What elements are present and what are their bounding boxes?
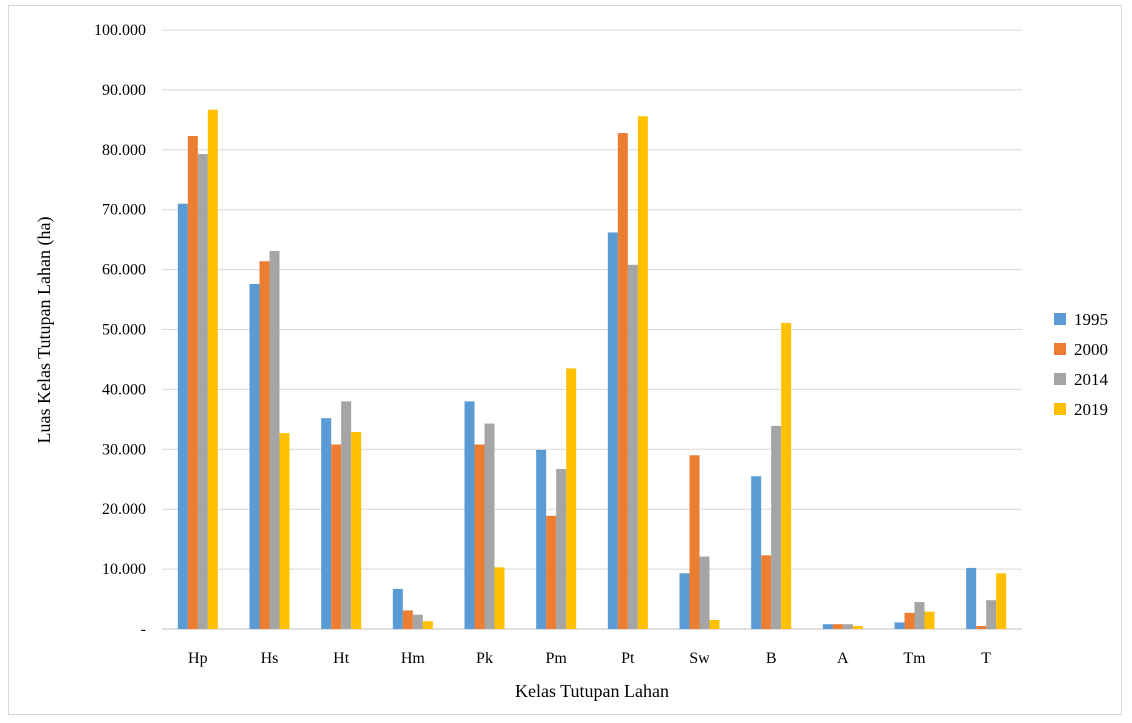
y-axis-title: Luas Kelas Tutupan Lahan (ha) [34, 217, 55, 444]
x-tick-label: Sw [689, 650, 710, 667]
bar-Hm-1995 [392, 588, 403, 629]
bar-Hs-2019 [279, 433, 290, 629]
bar-Pk-1995 [464, 401, 475, 629]
y-tick-label: 10.000 [102, 561, 146, 578]
x-tick-label: Pm [545, 650, 567, 667]
bar-A-1995 [822, 624, 833, 629]
bar-T-1995 [966, 567, 977, 629]
y-tick-label: 70.000 [102, 202, 146, 219]
bar-B-2014 [771, 425, 782, 629]
x-tick-label: Hs [261, 650, 279, 667]
bar-Tm-2000 [904, 612, 915, 629]
bar-Hp-2019 [207, 109, 218, 630]
x-tick-label: Ht [333, 650, 350, 667]
y-tick-label: - [141, 621, 146, 638]
x-axis-title: Kelas Tutupan Lahan [515, 681, 669, 701]
y-tick-label: 30.000 [102, 441, 146, 458]
y-tick-label: 60.000 [102, 262, 146, 279]
label-layer: - 10.000 20.000 30.000 40.000 50.000 60.000 70.… [94, 22, 991, 667]
bar-layer [177, 109, 1007, 630]
bar-Ht-2019 [351, 431, 362, 629]
bar-B-1995 [751, 476, 762, 629]
x-tick-label: Pk [476, 650, 493, 667]
x-tick-label: Hp [188, 650, 208, 667]
bar-Ht-2000 [331, 444, 342, 629]
bar-Hs-2000 [259, 261, 270, 629]
y-tick-label: 80.000 [102, 142, 146, 159]
x-tick-label: B [766, 650, 777, 667]
bar-B-2019 [781, 322, 792, 629]
grid-layer [162, 29, 1022, 630]
bar-A-2014 [842, 624, 853, 629]
bar-Tm-1995 [894, 622, 905, 629]
x-tick-label: Hm [401, 650, 426, 667]
y-tick-label: 50.000 [102, 322, 146, 339]
bar-Pt-2000 [617, 133, 628, 629]
bar-Pk-2014 [484, 423, 495, 629]
x-tick-label: A [837, 650, 849, 667]
bar-Ht-2014 [341, 401, 352, 629]
bar-Hp-1995 [177, 203, 188, 629]
bar-Hm-2019 [422, 621, 433, 629]
y-tick-label: 20.000 [102, 501, 146, 518]
bar-Hm-2000 [402, 610, 413, 629]
bar-Pk-2019 [494, 567, 505, 629]
bar-Hm-2014 [412, 614, 423, 629]
bar-Hs-1995 [249, 283, 260, 629]
bar-Pm-2000 [546, 515, 557, 629]
x-tick-label: Tm [903, 650, 926, 667]
bar-Sw-1995 [679, 573, 690, 629]
bar-B-2000 [761, 555, 772, 629]
bar-Sw-2019 [709, 620, 720, 629]
y-tick-label: 100.000 [94, 22, 146, 39]
legend-swatch-1995 [1054, 313, 1066, 325]
bar-Ht-1995 [321, 418, 332, 629]
legend-label-2019: 2019 [1074, 400, 1108, 419]
x-tick-label: Pt [621, 650, 635, 667]
bar-Pt-2014 [627, 264, 638, 629]
legend-label-2000: 2000 [1074, 340, 1108, 359]
bar-T-2014 [986, 600, 997, 629]
legend-swatch-2014 [1054, 373, 1066, 385]
legend-swatch-2000 [1054, 343, 1066, 355]
bar-Hp-2000 [187, 136, 198, 629]
bar-Pm-2019 [566, 368, 577, 629]
bar-Sw-2000 [689, 455, 700, 629]
bar-Pt-2019 [637, 116, 648, 630]
legend-label-2014: 2014 [1074, 370, 1109, 389]
bar-A-2019 [852, 626, 863, 629]
bar-Tm-2014 [914, 602, 925, 629]
y-tick-label: 90.000 [102, 82, 146, 99]
bar-Hp-2014 [197, 153, 208, 630]
bar-Tm-2019 [924, 611, 935, 629]
bar-Pm-1995 [536, 449, 547, 629]
bar-T-2019 [996, 573, 1007, 629]
bar-Sw-2014 [699, 556, 710, 629]
legend: 1995 2000 2014 2019 [1054, 310, 1109, 419]
bar-Hs-2014 [269, 251, 280, 629]
bar-T-2000 [976, 626, 987, 629]
x-tick-label: T [981, 650, 991, 667]
bar-Pt-1995 [607, 232, 618, 629]
legend-swatch-2019 [1054, 403, 1066, 415]
bar-Pk-2000 [474, 444, 485, 629]
legend-label-1995: 1995 [1074, 310, 1108, 329]
y-tick-label: 40.000 [102, 381, 146, 398]
bar-Pm-2014 [556, 469, 567, 629]
bar-A-2000 [832, 624, 843, 629]
